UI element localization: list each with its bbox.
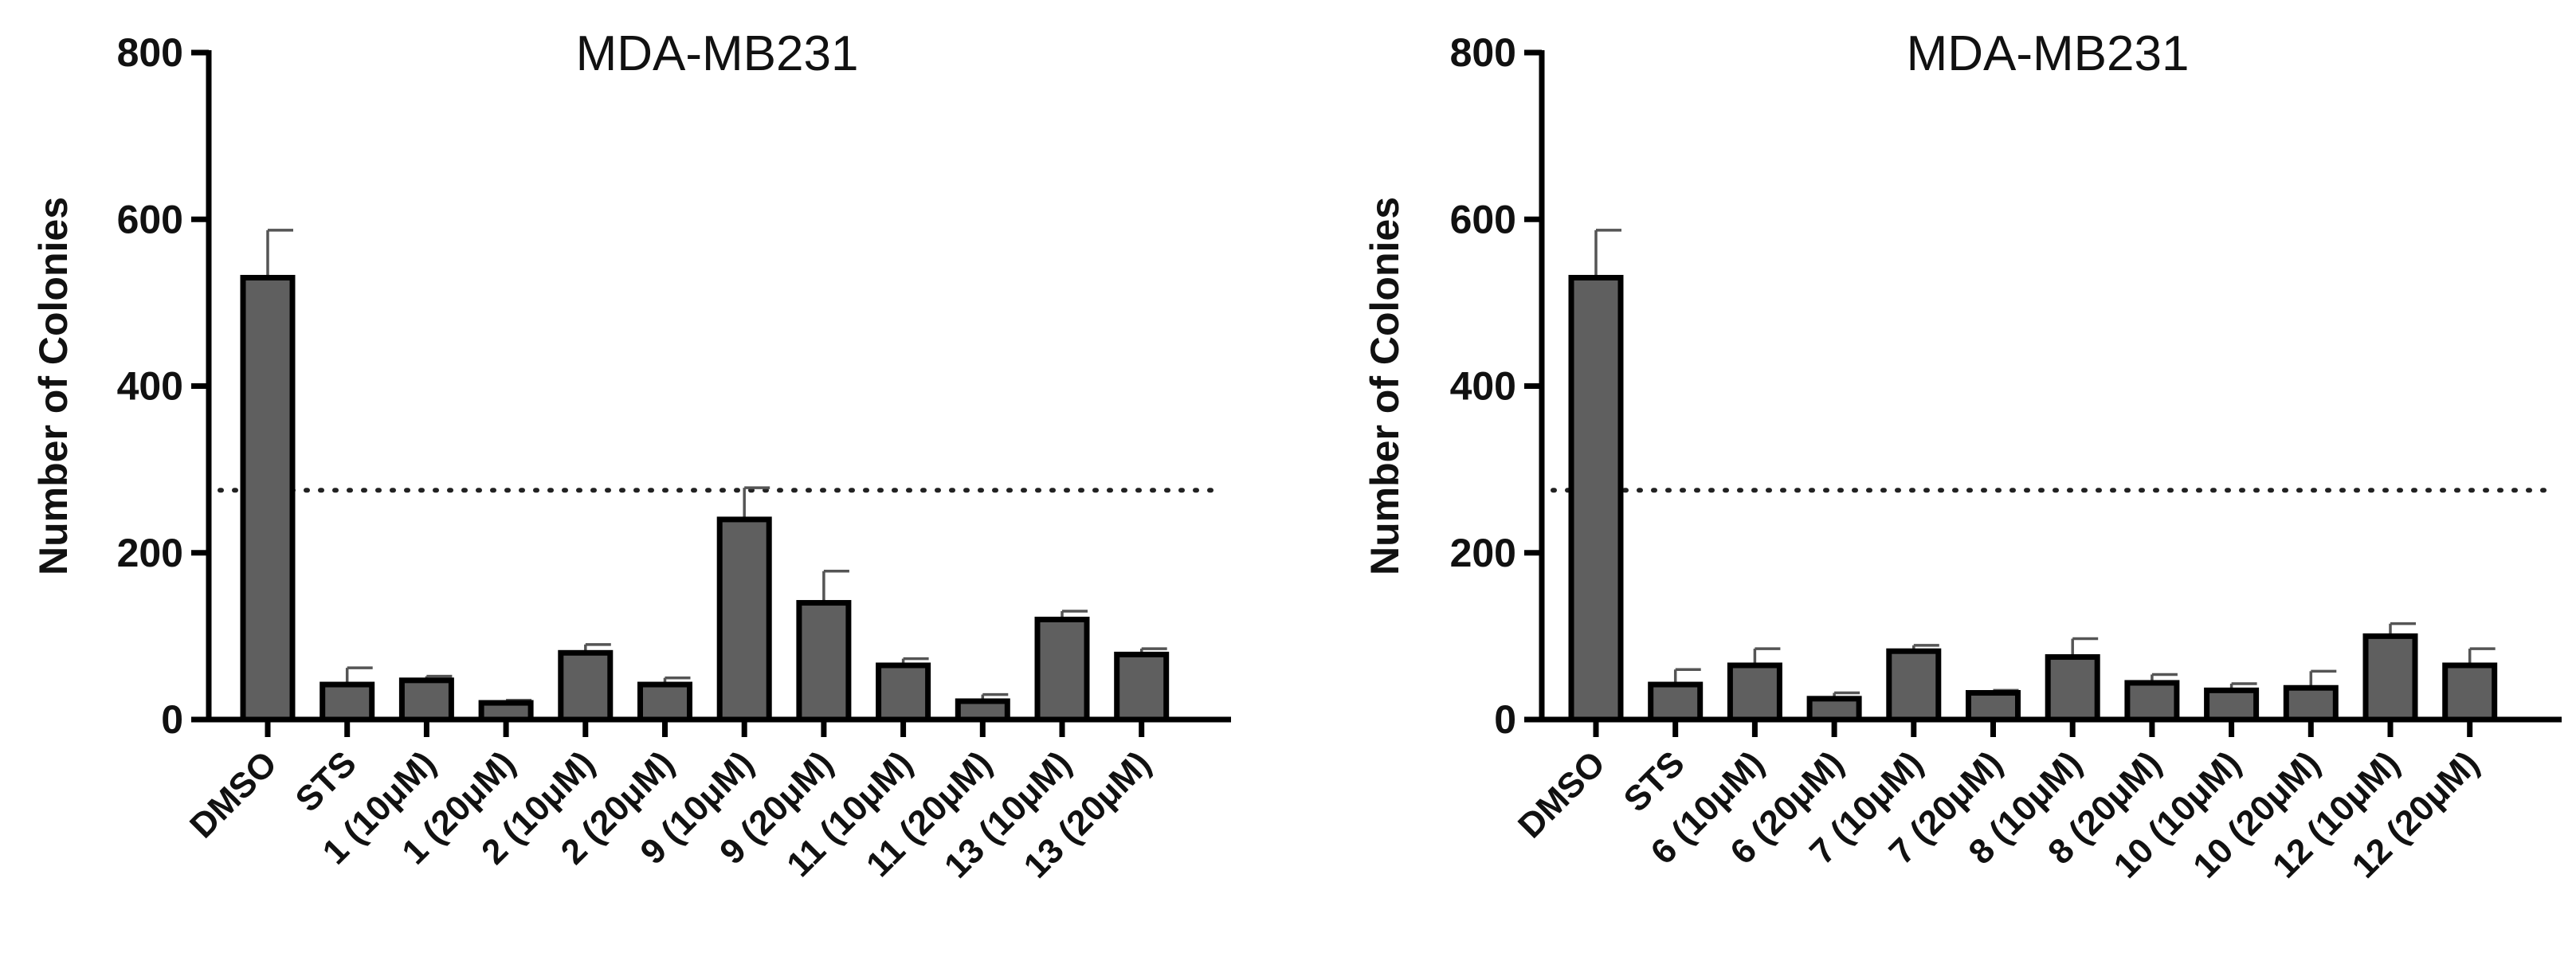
y-tick-label: 800	[117, 30, 183, 75]
y-tick-label: 800	[1450, 30, 1516, 75]
chart-title: MDA-MB231	[1907, 26, 2190, 81]
bar	[2442, 662, 2498, 723]
y-tick-label: 400	[1450, 364, 1516, 409]
bar	[2204, 687, 2260, 723]
bar	[637, 681, 692, 723]
chart-right: MDA-MB231 Number of Colonies 0 200 400 600 800…	[1362, 26, 2562, 886]
bar	[955, 698, 1010, 723]
bar	[398, 677, 454, 723]
bar	[478, 700, 534, 723]
y-tick-label: 600	[1450, 197, 1516, 241]
y-tick-label: 600	[117, 197, 183, 241]
bar	[1886, 648, 1942, 723]
y-axis-label: Number of Colonies	[31, 197, 76, 575]
bar	[320, 681, 375, 723]
chart-left: MDA-MB231 Number of Colonies 0 200 400 600 800…	[31, 26, 1231, 886]
y-tick-label: 0	[1494, 697, 1516, 742]
bar	[1568, 274, 1624, 723]
bar	[2045, 654, 2100, 723]
y-tick-label: 200	[1450, 531, 1516, 575]
bar	[716, 516, 772, 723]
x-tick-label: DMSO	[182, 743, 284, 845]
chart-title: MDA-MB231	[576, 26, 859, 81]
bar	[2124, 680, 2180, 723]
bar	[1727, 662, 1782, 723]
bar	[1114, 651, 1170, 723]
y-tick-label: 200	[117, 531, 183, 575]
y-tick-label: 0	[161, 697, 183, 742]
bar	[240, 274, 296, 723]
bar	[558, 649, 614, 723]
bar	[1648, 681, 1704, 723]
bar	[1806, 696, 1862, 723]
bar	[796, 600, 852, 723]
bar	[1034, 616, 1090, 723]
bar	[2283, 684, 2339, 723]
y-tick-label: 400	[117, 364, 183, 409]
bar	[2362, 633, 2418, 723]
y-axis-label: Number of Colonies	[1362, 197, 1407, 575]
bar	[1966, 690, 2021, 723]
x-tick-label: DMSO	[1511, 743, 1613, 845]
bar	[876, 662, 931, 723]
